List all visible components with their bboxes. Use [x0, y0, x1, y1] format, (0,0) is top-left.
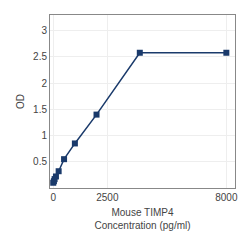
- svg-text:1: 1: [41, 130, 47, 141]
- svg-text:0: 0: [50, 192, 56, 203]
- svg-text:1.5: 1.5: [33, 104, 47, 115]
- svg-text:2.5: 2.5: [33, 51, 47, 62]
- svg-text:3: 3: [41, 25, 47, 36]
- svg-text:8000: 8000: [215, 192, 238, 203]
- svg-text:Mouse TIMP4Concentration (pg/m: Mouse TIMP4Concentration (pg/ml): [94, 207, 190, 231]
- svg-text:2500: 2500: [96, 192, 119, 203]
- svg-text:OD: OD: [15, 94, 26, 109]
- svg-text:2: 2: [41, 78, 47, 89]
- svg-text:0.5: 0.5: [33, 156, 47, 167]
